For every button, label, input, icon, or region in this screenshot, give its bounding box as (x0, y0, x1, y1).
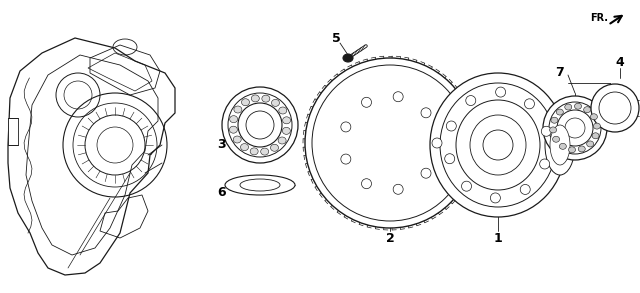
Ellipse shape (283, 117, 291, 124)
Ellipse shape (230, 116, 237, 123)
Ellipse shape (445, 154, 454, 164)
Ellipse shape (456, 100, 540, 190)
Ellipse shape (549, 102, 601, 154)
Ellipse shape (593, 123, 600, 129)
Ellipse shape (432, 138, 442, 148)
Ellipse shape (229, 126, 237, 133)
Ellipse shape (568, 147, 575, 153)
Ellipse shape (557, 110, 593, 146)
Ellipse shape (579, 146, 585, 152)
Ellipse shape (352, 105, 428, 181)
Ellipse shape (341, 122, 351, 132)
Ellipse shape (543, 96, 607, 160)
Ellipse shape (592, 133, 599, 139)
Ellipse shape (466, 96, 476, 105)
Ellipse shape (393, 92, 403, 102)
Ellipse shape (430, 73, 566, 217)
Ellipse shape (591, 84, 639, 132)
Ellipse shape (241, 99, 250, 106)
Ellipse shape (551, 117, 558, 123)
Ellipse shape (312, 65, 468, 221)
Ellipse shape (495, 87, 506, 97)
Ellipse shape (550, 125, 570, 165)
Ellipse shape (305, 58, 475, 228)
Ellipse shape (393, 184, 403, 194)
Ellipse shape (541, 126, 551, 136)
Ellipse shape (552, 136, 559, 142)
Ellipse shape (559, 143, 566, 149)
Text: 5: 5 (332, 32, 340, 45)
Ellipse shape (440, 83, 556, 207)
Text: 7: 7 (556, 67, 564, 79)
Ellipse shape (587, 141, 594, 147)
Ellipse shape (246, 111, 274, 139)
Text: FR.: FR. (590, 13, 608, 23)
Ellipse shape (461, 181, 472, 191)
Ellipse shape (564, 104, 572, 110)
Ellipse shape (282, 127, 291, 134)
Ellipse shape (271, 144, 278, 151)
Ellipse shape (343, 54, 353, 62)
Ellipse shape (279, 107, 287, 114)
Ellipse shape (362, 179, 371, 189)
Ellipse shape (421, 108, 431, 118)
Ellipse shape (233, 136, 241, 143)
Ellipse shape (252, 95, 259, 102)
Ellipse shape (325, 78, 455, 208)
Ellipse shape (234, 106, 242, 113)
Ellipse shape (240, 179, 280, 191)
Ellipse shape (250, 148, 258, 155)
Ellipse shape (565, 118, 585, 138)
Ellipse shape (362, 97, 371, 107)
Ellipse shape (241, 144, 248, 151)
Ellipse shape (335, 88, 445, 198)
Ellipse shape (483, 130, 513, 160)
Ellipse shape (599, 92, 631, 124)
Text: 4: 4 (616, 57, 625, 69)
Polygon shape (8, 118, 18, 145)
Text: 2: 2 (386, 231, 394, 244)
Ellipse shape (278, 137, 286, 144)
Ellipse shape (260, 148, 269, 155)
Ellipse shape (540, 159, 550, 169)
Ellipse shape (584, 107, 591, 113)
Ellipse shape (271, 99, 280, 106)
Ellipse shape (520, 185, 530, 195)
Ellipse shape (550, 127, 557, 133)
Ellipse shape (545, 115, 575, 175)
Text: 1: 1 (493, 231, 502, 244)
Ellipse shape (470, 115, 526, 175)
Ellipse shape (262, 95, 270, 102)
Ellipse shape (228, 93, 292, 157)
Ellipse shape (575, 103, 582, 109)
Ellipse shape (591, 114, 597, 120)
Ellipse shape (524, 99, 534, 109)
Ellipse shape (238, 103, 282, 147)
Ellipse shape (222, 87, 298, 163)
Ellipse shape (421, 168, 431, 178)
Text: 3: 3 (218, 139, 227, 151)
Text: 6: 6 (218, 187, 227, 200)
Ellipse shape (490, 193, 500, 203)
Ellipse shape (556, 109, 563, 115)
Ellipse shape (225, 175, 295, 195)
Ellipse shape (446, 121, 456, 131)
Ellipse shape (341, 154, 351, 164)
